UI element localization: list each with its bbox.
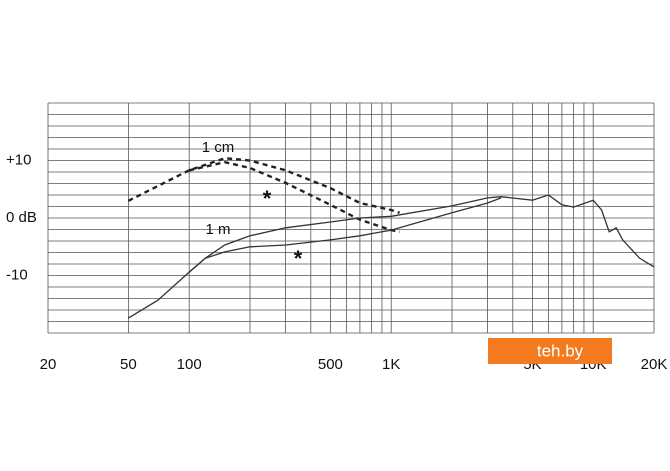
annotation: * [263, 186, 272, 211]
x-tick-label: 20K [641, 356, 668, 373]
x-tick-label: 50 [120, 356, 137, 373]
x-tick-label: 1K [382, 356, 400, 373]
line [188, 160, 400, 233]
watermark: teh.by [488, 338, 612, 364]
y-tick-label: +10 [6, 151, 31, 168]
annotation: * [294, 246, 303, 271]
line [188, 197, 502, 273]
y-tick-label: 0 dB [6, 209, 37, 226]
watermark-text: teh.by [537, 341, 584, 360]
line [127, 156, 400, 214]
watermark-box [488, 338, 612, 364]
x-tick-label: 20 [40, 356, 57, 373]
x-tick-label: 500 [318, 356, 343, 373]
line [128, 194, 655, 319]
annotation: 1 cm [202, 139, 235, 156]
y-tick-label: -10 [6, 266, 28, 283]
x-tick-label: 100 [177, 356, 202, 373]
annotation: 1 m [205, 221, 230, 238]
